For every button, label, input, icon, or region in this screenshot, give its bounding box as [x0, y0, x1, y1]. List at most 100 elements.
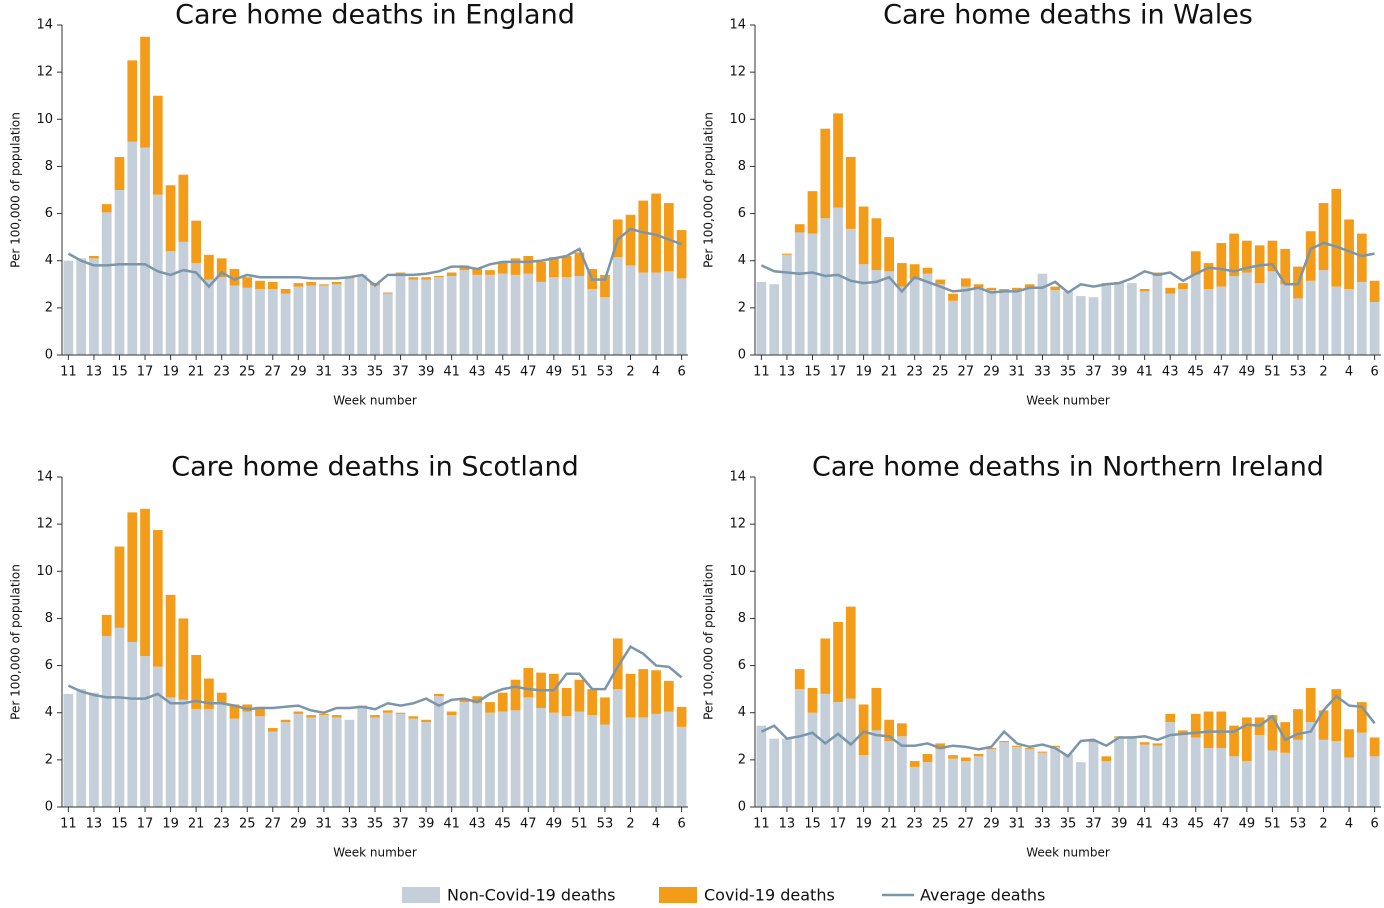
bar-segment	[884, 237, 894, 272]
bar-segment	[89, 692, 99, 807]
bar-segment	[497, 692, 508, 712]
x-tick-label: 37	[1085, 817, 1102, 832]
bar-segment	[676, 726, 687, 807]
x-tick-label: 53	[597, 817, 614, 832]
x-tick-label: 49	[546, 817, 563, 832]
bar-segment	[625, 214, 636, 266]
bar-segment	[845, 228, 856, 355]
bar-segment	[897, 723, 907, 737]
y-tick-label: 0	[45, 800, 53, 815]
y-axis-label: Per 100,000 of population	[702, 564, 716, 720]
bar-segment	[293, 711, 304, 714]
bar-segment	[140, 147, 150, 355]
x-tick-label: 25	[239, 817, 256, 832]
bar-segment	[370, 717, 380, 807]
bar-segment	[858, 755, 869, 807]
bar-segment	[807, 687, 818, 713]
bar-segment	[960, 278, 971, 287]
bar-segment	[242, 287, 253, 355]
x-tick-label: 39	[1111, 817, 1128, 832]
x-tick-label: 37	[392, 365, 409, 380]
bar-segment	[1101, 756, 1112, 762]
x-axis-label: Week number	[1026, 394, 1110, 408]
chart-title: Care home deaths in Scotland	[171, 452, 578, 483]
x-tick-label: 2	[626, 817, 634, 832]
x-tick-label: 25	[932, 817, 949, 832]
bar-segment	[871, 730, 882, 807]
bar-segment	[782, 253, 792, 255]
bar-segment	[127, 141, 138, 355]
bar-segment	[922, 753, 933, 763]
bar-segment	[204, 279, 214, 355]
bar-segment	[1127, 737, 1137, 807]
bar-segment	[973, 284, 984, 288]
x-tick-label: 37	[392, 817, 409, 832]
bar-segment	[101, 204, 112, 213]
bar-segment	[1050, 290, 1061, 355]
bar-segment	[293, 286, 304, 355]
bar-segment	[421, 719, 431, 723]
bar-segment	[1037, 751, 1048, 753]
bar-segment	[625, 717, 636, 807]
bar-segment	[152, 95, 163, 195]
bar-segment	[574, 679, 585, 712]
bar-segment	[1369, 280, 1380, 302]
x-tick-label: 11	[753, 817, 770, 832]
bar-segment	[280, 719, 291, 723]
bar-segment	[319, 285, 329, 355]
bar-segment	[472, 274, 483, 355]
bar-segment	[845, 606, 856, 699]
x-tick-label: 43	[469, 817, 486, 832]
x-tick-label: 15	[111, 365, 128, 380]
x-tick-label: 17	[830, 817, 847, 832]
bar-segment	[140, 656, 150, 807]
bar-segment	[1280, 248, 1291, 285]
bar-segment	[1012, 746, 1022, 807]
bar-segment	[858, 704, 869, 756]
chart-panel: 0 2 4 6 8 10 12 14 11 13 15 17 19 21 23 25 27 29 31 33 35 37 3…	[9, 0, 688, 408]
bar-segment	[1139, 744, 1150, 807]
bar-segment	[909, 264, 920, 280]
y-tick-label: 8	[738, 611, 746, 626]
bar-segment	[1012, 745, 1022, 747]
x-tick-label: 4	[1345, 817, 1353, 832]
x-tick-label: 15	[111, 817, 128, 832]
x-tick-label: 35	[367, 817, 384, 832]
bar-segment	[1024, 749, 1035, 807]
y-tick-label: 8	[738, 159, 746, 174]
bar-segment	[782, 738, 792, 807]
bar-segment	[549, 712, 559, 807]
bar-segment	[1178, 283, 1188, 289]
y-tick-label: 0	[738, 800, 746, 815]
bar-segment	[884, 271, 894, 355]
x-tick-label: 17	[137, 365, 154, 380]
bar-segment	[191, 709, 201, 807]
bar-segment	[1101, 761, 1112, 807]
x-tick-label: 21	[188, 365, 205, 380]
bar-segment	[510, 274, 521, 355]
x-tick-label: 2	[1319, 365, 1327, 380]
bar-segment	[459, 699, 470, 703]
bar-segment	[344, 719, 355, 807]
bar-segment	[1050, 745, 1061, 747]
bar-segment	[408, 718, 419, 807]
bar-segment	[638, 272, 649, 355]
x-tick-label: 27	[958, 817, 975, 832]
bar-segment	[293, 713, 304, 807]
bar-segment	[114, 627, 125, 807]
bar-segment	[1139, 291, 1150, 355]
chart-title: Care home deaths in England	[175, 0, 575, 31]
bar-segment	[446, 715, 457, 807]
bar-segment	[960, 761, 971, 807]
bar-segment	[1267, 750, 1278, 807]
bar-segment	[871, 218, 882, 271]
bar-segment	[267, 728, 278, 732]
bar-segment	[89, 258, 99, 355]
bar-segment	[165, 697, 176, 807]
bar-segment	[204, 678, 214, 710]
bar-segment	[140, 508, 150, 657]
bar-segment	[216, 258, 227, 278]
bar-segment	[973, 287, 984, 355]
bar-segment	[782, 254, 792, 355]
bar-segment	[165, 251, 176, 355]
